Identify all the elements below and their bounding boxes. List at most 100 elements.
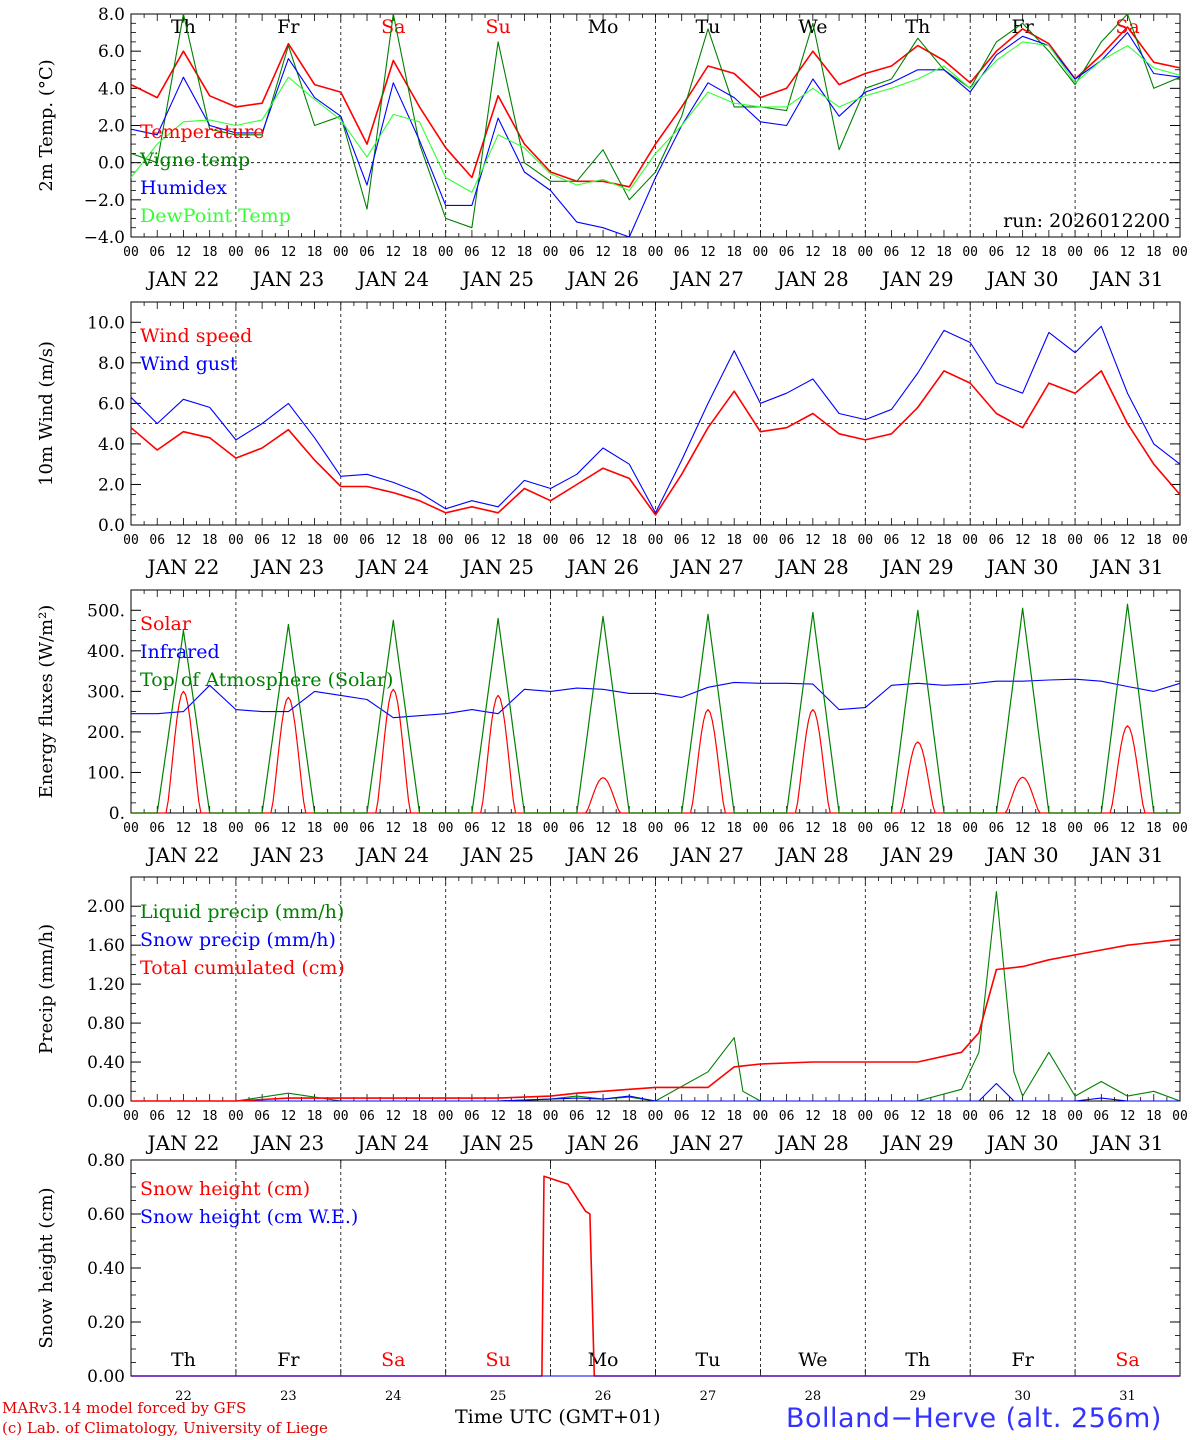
hour-label: 06: [779, 245, 795, 260]
date-number: 28: [805, 1389, 822, 1404]
hour-label: 18: [202, 533, 218, 548]
hour-label: 06: [359, 245, 375, 260]
date-number: 26: [595, 1389, 612, 1404]
hour-label: 00: [857, 821, 873, 836]
y-tick-label: 500.: [87, 601, 125, 621]
date-label: JAN 24: [355, 1131, 429, 1155]
hour-label: 00: [1172, 1109, 1188, 1124]
y-axis-label: Energy fluxes (W/m²): [36, 605, 57, 799]
hour-label: 12: [281, 821, 297, 836]
hour-label: 18: [412, 245, 428, 260]
hour-label: 18: [621, 821, 637, 836]
series-line-dewpoint-temp: [130, 41, 1181, 193]
hour-label: 00: [438, 245, 454, 260]
date-label: JAN 22: [146, 843, 220, 867]
hour-label: 18: [1041, 1109, 1057, 1124]
legend-entry: Top of Atmosphere (Solar): [140, 669, 393, 691]
hour-label: 06: [884, 245, 900, 260]
date-label: JAN 25: [460, 1131, 534, 1155]
date-number: 29: [909, 1389, 926, 1404]
lab-credit: (c) Lab. of Climatology, University of L…: [2, 1419, 328, 1437]
y-tick-label: 0.0: [98, 516, 125, 536]
date-number: 24: [385, 1389, 402, 1404]
y-tick-label: 0.: [109, 804, 125, 824]
series-line-wind-gust: [130, 325, 1181, 514]
run-label: run: 2026012200: [1003, 210, 1170, 232]
hour-label: 18: [517, 821, 533, 836]
weekday-label: Tu: [695, 16, 720, 38]
hour-label: 12: [805, 1109, 821, 1124]
hour-label: 00: [962, 533, 978, 548]
legend-entry: DewPoint Temp: [140, 205, 291, 227]
hour-label: 18: [621, 533, 637, 548]
hour-label: 06: [674, 533, 690, 548]
hour-label: 18: [1146, 1109, 1162, 1124]
date-label: JAN 29: [880, 267, 954, 291]
hour-label: 12: [176, 821, 192, 836]
weekday-label: Sa: [381, 1349, 405, 1371]
hour-label: 06: [989, 245, 1005, 260]
weekday-label: Tu: [695, 1349, 720, 1371]
hour-label: 00: [228, 1109, 244, 1124]
hour-label: 00: [1067, 245, 1083, 260]
hour-label: 12: [176, 1109, 192, 1124]
date-label: JAN 30: [985, 267, 1059, 291]
weekday-label: Fr: [1012, 1349, 1035, 1371]
hour-label: 06: [989, 533, 1005, 548]
hour-label: 06: [149, 1109, 165, 1124]
hour-label: 00: [543, 533, 559, 548]
hour-label: 18: [831, 821, 847, 836]
hour-label: 00: [857, 533, 873, 548]
hour-label: 18: [517, 1109, 533, 1124]
hour-label: 18: [726, 1109, 742, 1124]
hour-label: 12: [1015, 245, 1031, 260]
date-label: JAN 28: [775, 843, 849, 867]
hour-label: 06: [569, 533, 585, 548]
hour-label: 06: [569, 821, 585, 836]
hour-label: 00: [753, 533, 769, 548]
legend-entry: Temperature: [140, 121, 264, 143]
hour-label: 12: [385, 1109, 401, 1124]
hour-label: 06: [674, 821, 690, 836]
hour-label: 18: [202, 821, 218, 836]
hour-label: 06: [359, 533, 375, 548]
date-number: 23: [280, 1389, 297, 1404]
weekday-label: Th: [905, 1349, 930, 1371]
hour-label: 18: [831, 533, 847, 548]
date-label: JAN 31: [1090, 555, 1164, 579]
hour-label: 12: [1120, 821, 1136, 836]
hour-label: 00: [1067, 821, 1083, 836]
date-label: JAN 30: [985, 843, 1059, 867]
hour-label: 00: [962, 245, 978, 260]
hour-label: 06: [149, 245, 165, 260]
hour-label: 12: [595, 821, 611, 836]
hour-label: 00: [438, 821, 454, 836]
hour-label: 06: [1093, 533, 1109, 548]
y-tick-label: 10.0: [87, 313, 125, 333]
legend-entry: Total cumulated (cm): [140, 957, 345, 979]
hour-label: 00: [1067, 533, 1083, 548]
hour-label: 18: [726, 245, 742, 260]
date-number: 30: [1014, 1389, 1031, 1404]
hour-label: 12: [385, 533, 401, 548]
weekday-label: Mo: [588, 16, 619, 38]
y-tick-label: 8.0: [98, 5, 125, 25]
hour-label: 18: [307, 1109, 323, 1124]
y-tick-label: −4.0: [84, 228, 125, 248]
weekday-label: Sa: [1115, 1349, 1139, 1371]
hour-label: 12: [1015, 1109, 1031, 1124]
series-line-temperature: [130, 26, 1181, 188]
hour-label: 12: [490, 533, 506, 548]
date-number: 25: [490, 1389, 507, 1404]
hour-label: 12: [1120, 1109, 1136, 1124]
hour-label: 00: [333, 533, 349, 548]
weekday-label: Th: [171, 16, 196, 38]
legend-entry: Infrared: [140, 641, 220, 663]
hour-label: 18: [936, 821, 952, 836]
date-label: JAN 27: [670, 1131, 744, 1155]
y-tick-label: 2.0: [98, 475, 125, 495]
y-tick-label: −2.0: [84, 191, 125, 211]
date-label: JAN 23: [250, 267, 324, 291]
hour-label: 12: [700, 245, 716, 260]
